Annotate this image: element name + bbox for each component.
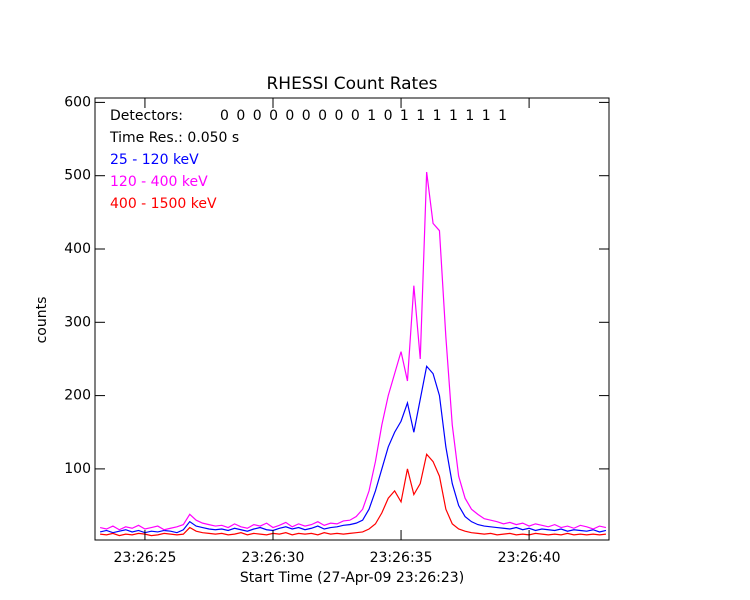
series-line [100,452,606,537]
x-axis-label: Start Time (27-Apr-09 23:26:23) [240,570,464,586]
series-line [99,171,607,531]
y-tick-label: 600 [64,94,91,110]
series-line [99,364,607,534]
chart-title: RHESSI Count Rates [266,74,437,94]
legend-entry: 25 - 120 keV [110,152,199,168]
detectors: 0 0 0 0 0 0 0 0 0 1 0 1 1 1 1 1 1 1 [220,108,508,124]
x-tick-label: 23:26:40 [498,550,561,566]
y-tick-label: 100 [64,461,91,477]
legend-entry: 120 - 400 keV [110,174,208,190]
x-tick-label: 23:26:25 [113,550,176,566]
y-tick-label: 200 [64,388,91,404]
y-axis-label: counts [34,297,50,344]
axes-frame [94,97,610,541]
legend-entry: 400 - 1500 keV [110,196,217,212]
y-tick-label: 400 [64,241,91,257]
time-resolution: Time Res.: 0.050 s [109,130,239,146]
y-tick-label: 300 [64,314,91,330]
y-tick-label: 500 [64,168,91,184]
detectors-label: Detectors: [110,108,183,124]
x-tick-label: 23:26:35 [370,550,433,566]
x-tick-label: 23:26:30 [242,550,305,566]
